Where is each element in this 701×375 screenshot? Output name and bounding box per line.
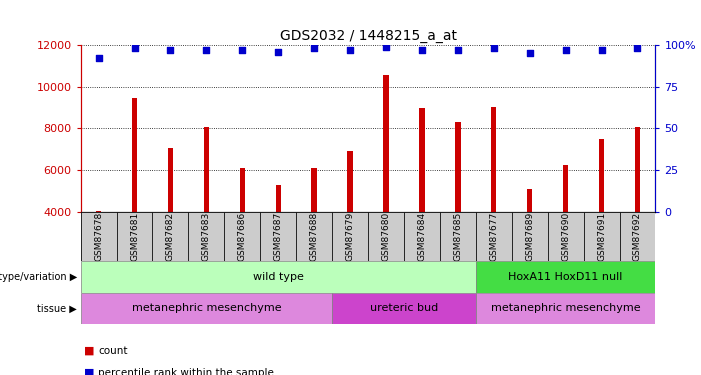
Text: HoxA11 HoxD11 null: HoxA11 HoxD11 null <box>508 272 622 282</box>
Bar <box>547 212 583 261</box>
Point <box>200 47 212 53</box>
Bar <box>168 148 173 212</box>
Bar <box>260 212 297 261</box>
Bar <box>332 292 476 324</box>
Bar <box>81 261 476 292</box>
Bar <box>348 152 353 212</box>
Text: GSM87681: GSM87681 <box>130 211 139 261</box>
Bar <box>189 212 224 261</box>
Title: GDS2032 / 1448215_a_at: GDS2032 / 1448215_a_at <box>280 28 456 43</box>
Text: GSM87687: GSM87687 <box>273 211 283 261</box>
Bar <box>240 168 245 212</box>
Point <box>452 47 463 53</box>
Bar <box>404 212 440 261</box>
Bar <box>275 185 281 212</box>
Point <box>165 47 176 53</box>
Point <box>344 47 355 53</box>
Bar <box>635 128 640 212</box>
Text: metanephric mesenchyme: metanephric mesenchyme <box>491 303 641 313</box>
Bar <box>153 212 189 261</box>
Text: genotype/variation ▶: genotype/variation ▶ <box>0 272 77 282</box>
Bar <box>455 122 461 212</box>
Point <box>416 47 428 53</box>
Text: percentile rank within the sample: percentile rank within the sample <box>98 368 274 375</box>
Text: GSM87680: GSM87680 <box>381 211 390 261</box>
Bar <box>491 106 496 212</box>
Text: wild type: wild type <box>253 272 304 282</box>
Text: count: count <box>98 346 128 355</box>
Bar <box>224 212 260 261</box>
Text: GSM87689: GSM87689 <box>525 211 534 261</box>
Bar <box>583 212 620 261</box>
Text: ureteric bud: ureteric bud <box>370 303 438 313</box>
Bar <box>297 212 332 261</box>
Text: metanephric mesenchyme: metanephric mesenchyme <box>132 303 281 313</box>
Bar <box>563 165 569 212</box>
Point <box>129 45 140 51</box>
Bar <box>81 212 116 261</box>
Text: GSM87682: GSM87682 <box>166 211 175 261</box>
Point <box>93 56 104 62</box>
Point <box>273 49 284 55</box>
Text: GSM87677: GSM87677 <box>489 211 498 261</box>
Text: ■: ■ <box>84 368 95 375</box>
Point <box>560 47 571 53</box>
Bar <box>368 212 404 261</box>
Point <box>524 50 536 56</box>
Bar <box>96 211 101 212</box>
Point <box>596 47 607 53</box>
Bar <box>383 75 388 212</box>
Bar <box>440 212 476 261</box>
Bar <box>620 212 655 261</box>
Bar <box>476 292 655 324</box>
Point <box>632 45 643 51</box>
Text: GSM87691: GSM87691 <box>597 211 606 261</box>
Text: ■: ■ <box>84 346 95 355</box>
Bar <box>116 212 153 261</box>
Bar <box>311 168 317 212</box>
Bar <box>599 139 604 212</box>
Bar <box>81 292 332 324</box>
Text: GSM87688: GSM87688 <box>310 211 319 261</box>
Bar <box>527 189 532 212</box>
Text: GSM87686: GSM87686 <box>238 211 247 261</box>
Point <box>381 44 392 50</box>
Bar <box>512 212 547 261</box>
Point <box>488 45 499 51</box>
Text: GSM87690: GSM87690 <box>561 211 570 261</box>
Bar <box>204 128 209 212</box>
Text: GSM87692: GSM87692 <box>633 211 642 261</box>
Bar <box>476 212 512 261</box>
Text: GSM87678: GSM87678 <box>94 211 103 261</box>
Bar <box>476 261 655 292</box>
Text: tissue ▶: tissue ▶ <box>37 303 77 313</box>
Point <box>308 45 320 51</box>
Bar <box>332 212 368 261</box>
Point <box>237 47 248 53</box>
Bar <box>419 108 425 212</box>
Bar <box>132 98 137 212</box>
Text: GSM87683: GSM87683 <box>202 211 211 261</box>
Text: GSM87685: GSM87685 <box>454 211 463 261</box>
Text: GSM87679: GSM87679 <box>346 211 355 261</box>
Text: GSM87684: GSM87684 <box>417 211 426 261</box>
